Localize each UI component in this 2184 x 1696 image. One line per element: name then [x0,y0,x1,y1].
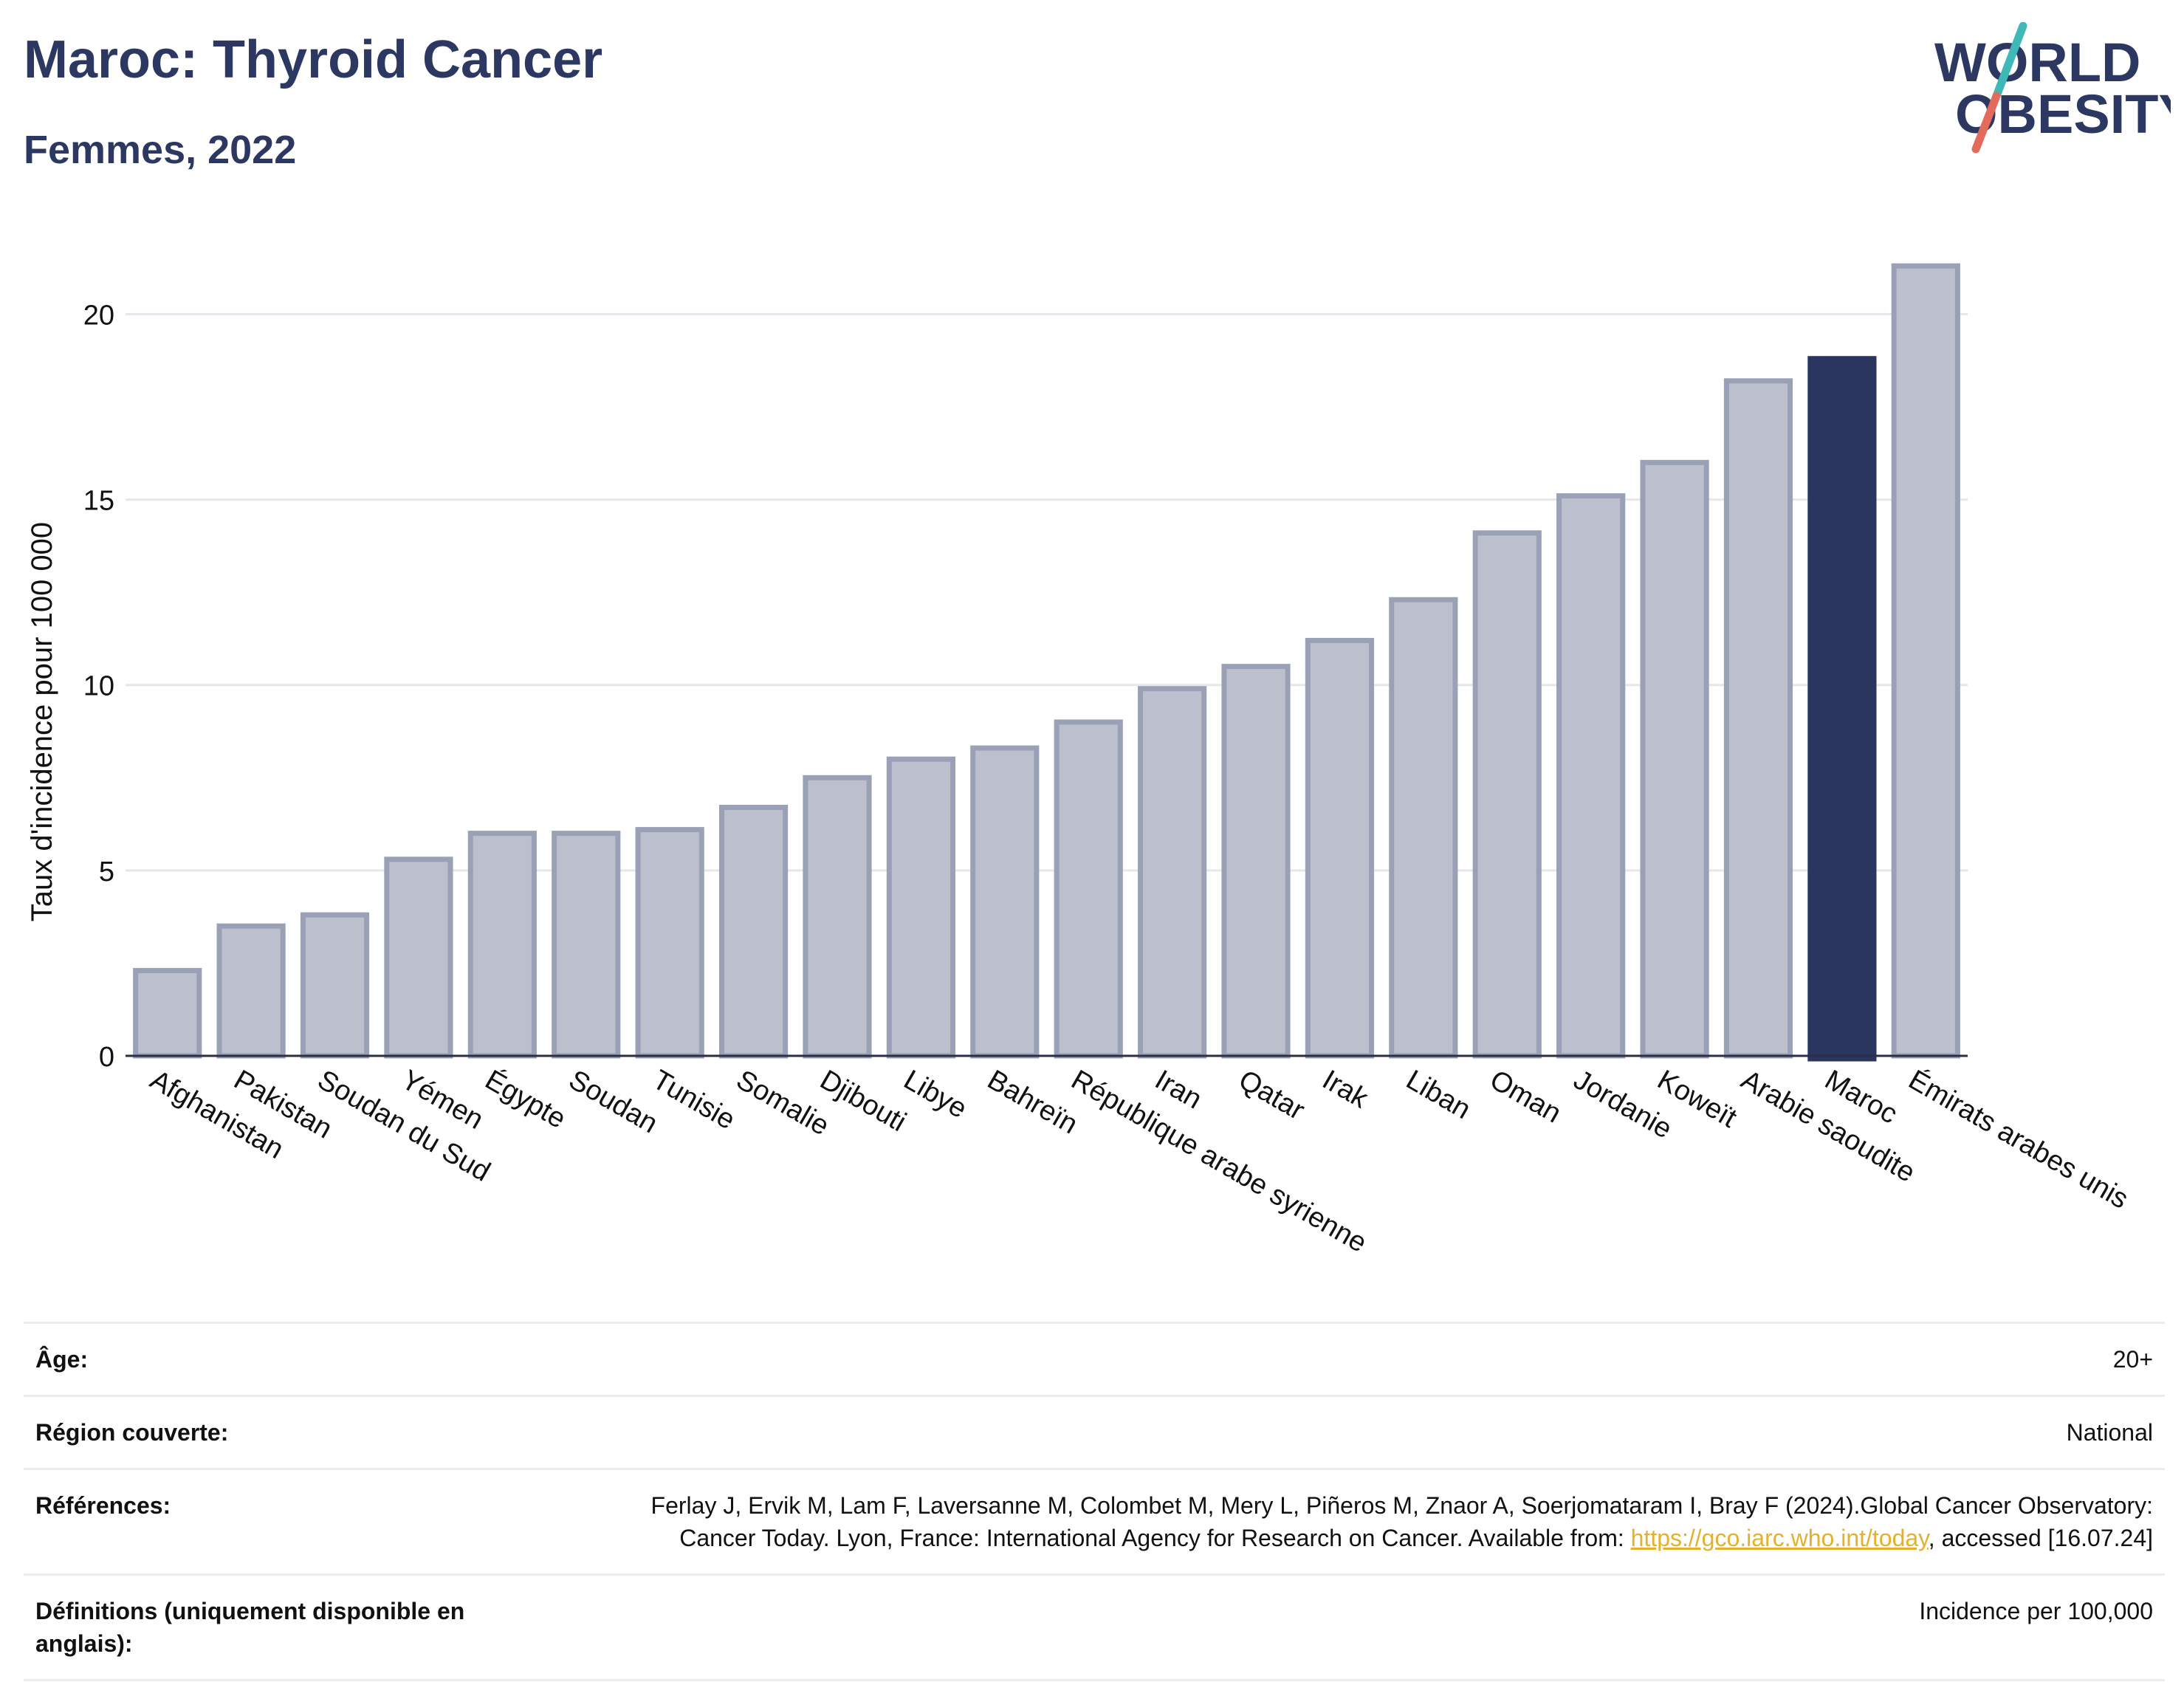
y-tick-label: 10 [83,671,114,702]
references-link[interactable]: https://gco.iarc.who.int/today [1630,1525,1929,1551]
bar-19[interactable] [1723,378,1793,1059]
x-tick-label: Qatar [1234,1064,1311,1126]
age-value: 20+ [2112,1346,2153,1373]
bar-10[interactable] [970,745,1040,1059]
bar-16[interactable] [1472,530,1542,1059]
x-tick-label: Djibouti [814,1064,911,1138]
bar-21[interactable] [1891,263,1960,1059]
definitions-value: Incidence per 100,000 [1919,1598,2153,1624]
bar-2[interactable] [300,912,370,1059]
bar-5[interactable] [552,831,621,1059]
x-tick-label: Liban [1401,1064,1476,1125]
bar-11[interactable] [1054,719,1123,1059]
x-tick-label: Iran [1150,1064,1207,1115]
references-value: Ferlay J, Ervik M, Lam F, Laversanne M, … [588,1489,2153,1554]
bar-13[interactable] [1221,664,1291,1059]
bar-0[interactable] [133,967,202,1059]
world-obesity-logo: WORLD OBESITY [1934,22,2171,154]
meta-row-definitions: Définitions (uniquement disponible en an… [24,1573,2165,1681]
x-tick-label: Émirats arabes unis [1903,1064,2134,1215]
logo-slash-teal [1992,22,2027,100]
references-label: Références: [35,1492,171,1519]
bar-15[interactable] [1389,597,1458,1059]
bar-4[interactable] [467,831,537,1059]
x-tick-label: Somalie [731,1064,834,1141]
bar-7[interactable] [718,804,789,1059]
y-tick-labels: 0 5 10 15 20 [83,300,114,1073]
bar-12[interactable] [1138,686,1207,1059]
references-accessed: , accessed [16.07.24] [1928,1525,2153,1551]
y-tick-label: 5 [99,856,114,888]
region-label: Région couverte: [35,1419,229,1446]
page-title: Maroc: Thyroid Cancer [24,30,603,89]
logo-slash-coral [1971,92,2001,154]
page-subtitle: Femmes, 2022 [24,128,297,172]
bar-3[interactable] [384,856,453,1059]
bar-9[interactable] [886,756,955,1059]
metadata-table: Âge: 20+ Région couverte: National Référ… [24,1322,2165,1681]
x-tick-label: Irak [1317,1064,1374,1115]
y-tick-label: 15 [83,486,114,517]
age-label: Âge: [35,1346,89,1373]
bars [133,263,1960,1062]
meta-row-references: Références: Ferlay J, Ervik M, Lam F, La… [24,1468,2165,1573]
x-tick-label: Oman [1485,1064,1567,1129]
y-tick-label: 20 [83,300,114,331]
x-tick-label: Soudan [563,1064,662,1139]
bar-1[interactable] [216,923,286,1059]
bar-14[interactable] [1305,637,1375,1059]
x-tick-label: Tunisie [648,1064,741,1136]
meta-row-region: Région couverte: National [24,1395,2165,1468]
region-value: National [2066,1419,2153,1446]
meta-row-age: Âge: 20+ [24,1322,2165,1395]
bar-17[interactable] [1556,493,1626,1059]
x-tick-label: Égypte [480,1064,571,1135]
y-axis-title: Taux d'incidence pour 100 000 [26,522,58,921]
y-tick-label: 0 [99,1042,114,1073]
x-tick-label: Libye [899,1064,972,1125]
bar-20[interactable] [1807,356,1877,1062]
logo-text-world: WORLD [1934,32,2141,93]
bar-8[interactable] [803,775,872,1059]
bar-18[interactable] [1640,459,1709,1059]
x-tick-label: Bahreïn [982,1064,1082,1140]
bar-6[interactable] [635,827,704,1059]
references-text: Ferlay J, Ervik M, Lam F, Laversanne M, … [650,1492,2153,1551]
definitions-label: Définitions (uniquement disponible en an… [35,1598,465,1657]
